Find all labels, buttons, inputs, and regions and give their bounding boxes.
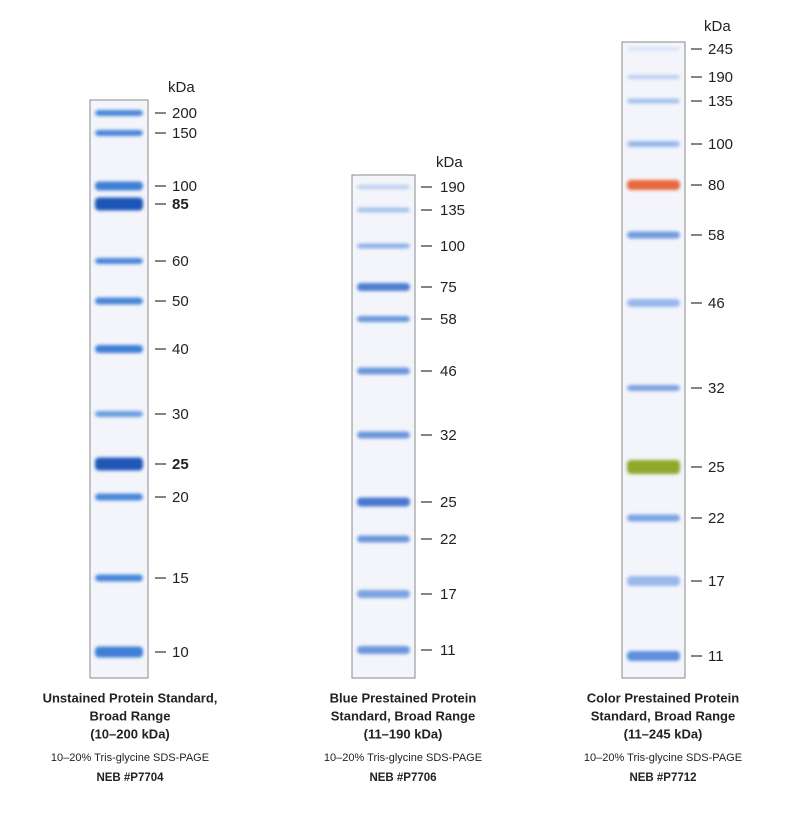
- band: [627, 75, 680, 79]
- marker-label: 46: [708, 295, 725, 312]
- marker-label: 11: [440, 642, 456, 659]
- band: [627, 514, 680, 522]
- marker-label: 17: [708, 573, 725, 590]
- caption-title: (11–190 kDa): [364, 726, 443, 741]
- band: [357, 243, 410, 249]
- band: [627, 576, 680, 586]
- band: [357, 185, 410, 189]
- marker-label: 200: [172, 105, 197, 122]
- marker-label: 100: [708, 136, 733, 153]
- gel-lane: [89, 99, 149, 679]
- marker-label: 25: [440, 494, 457, 511]
- marker-label: 135: [440, 202, 465, 219]
- marker-label: 190: [708, 69, 733, 86]
- band: [627, 141, 680, 147]
- band: [95, 345, 143, 353]
- marker-label: 30: [172, 406, 189, 423]
- band: [357, 535, 410, 543]
- band: [357, 590, 410, 598]
- band: [95, 574, 143, 582]
- catalog-number: NEB #P7704: [96, 772, 164, 784]
- marker-label: 15: [172, 570, 189, 587]
- marker-label: 135: [708, 93, 733, 110]
- marker-label: 32: [440, 427, 457, 444]
- gel-condition: 10–20% Tris-glycine SDS-PAGE: [584, 752, 742, 764]
- band: [95, 457, 143, 471]
- marker-label: 20: [172, 489, 189, 506]
- band: [95, 297, 143, 305]
- marker-label: 22: [440, 531, 457, 548]
- band: [627, 651, 680, 661]
- catalog-number: NEB #P7706: [369, 772, 436, 784]
- unit-label: kDa: [168, 79, 195, 96]
- marker-label: 245: [708, 41, 733, 58]
- marker-label: 150: [172, 125, 197, 142]
- marker-label: 58: [440, 311, 457, 328]
- gel-condition: 10–20% Tris-glycine SDS-PAGE: [324, 752, 482, 764]
- band: [357, 283, 410, 291]
- band: [357, 316, 410, 322]
- marker-label: 58: [708, 227, 725, 244]
- band: [357, 367, 410, 375]
- marker-label: 11: [708, 648, 724, 665]
- band: [95, 110, 143, 116]
- unit-label: kDa: [436, 154, 463, 171]
- band: [95, 181, 143, 191]
- marker-label: 32: [708, 380, 725, 397]
- unit-label: kDa: [704, 18, 731, 35]
- marker-label: 190: [440, 179, 465, 196]
- marker-label: 85: [172, 196, 189, 213]
- marker-label: 22: [708, 510, 725, 527]
- marker-label: 46: [440, 363, 457, 380]
- band: [627, 231, 680, 239]
- band: [357, 431, 410, 439]
- marker-label: 60: [172, 253, 189, 270]
- caption-title: (10–200 kDa): [90, 726, 170, 741]
- band: [627, 385, 680, 391]
- marker-label: 25: [172, 456, 189, 473]
- caption-title: Standard, Broad Range: [591, 708, 735, 723]
- catalog-number: NEB #P7712: [629, 772, 696, 784]
- marker-label: 80: [708, 177, 725, 194]
- band: [627, 460, 680, 474]
- marker-label: 25: [708, 459, 725, 476]
- band: [95, 130, 143, 136]
- gel-lane: [621, 41, 686, 679]
- caption-title: Color Prestained Protein: [587, 690, 739, 705]
- gel-condition: 10–20% Tris-glycine SDS-PAGE: [51, 752, 209, 764]
- band: [627, 180, 680, 190]
- band: [95, 646, 143, 658]
- band: [357, 207, 410, 213]
- marker-label: 17: [440, 586, 457, 603]
- band: [95, 411, 143, 417]
- caption-title: Unstained Protein Standard,: [43, 690, 218, 705]
- band: [357, 497, 410, 507]
- band: [627, 98, 680, 104]
- band: [357, 646, 410, 654]
- marker-label: 100: [440, 238, 465, 255]
- band: [95, 197, 143, 211]
- band: [627, 47, 680, 51]
- marker-label: 40: [172, 341, 189, 358]
- caption-title: Standard, Broad Range: [331, 708, 475, 723]
- caption-title: Blue Prestained Protein: [330, 690, 477, 705]
- marker-label: 75: [440, 279, 457, 296]
- band: [95, 258, 143, 264]
- marker-label: 100: [172, 178, 197, 195]
- band: [95, 493, 143, 501]
- marker-label: 50: [172, 293, 189, 310]
- caption-title: Broad Range: [90, 708, 171, 723]
- band: [627, 299, 680, 307]
- marker-label: 10: [172, 644, 189, 661]
- gel-lane: [351, 174, 416, 679]
- caption-title: (11–245 kDa): [624, 726, 703, 741]
